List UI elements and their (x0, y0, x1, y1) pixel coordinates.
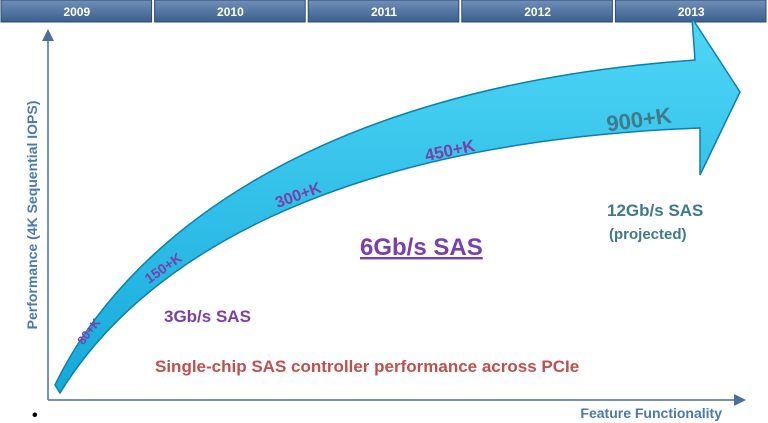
gen-note: (projected) (609, 226, 687, 243)
year-label: 2009 (63, 5, 90, 19)
gen-label: 3Gb/s SAS (164, 307, 251, 326)
caption: Single-chip SAS controller performance a… (155, 357, 579, 376)
year-tab (614, 0, 767, 23)
growth-arrow (54, 17, 741, 395)
year-tabs: 2009 2010 2011 2012 2013 (0, 0, 767, 23)
year-tab (0, 0, 153, 23)
bullet: • (32, 407, 38, 423)
year-tab (461, 0, 613, 23)
year-tab (307, 0, 460, 23)
year-label: 2012 (524, 5, 551, 19)
year-label: 2013 (678, 5, 705, 19)
year-label: 2010 (217, 5, 244, 19)
gen-label: 12Gb/s SAS (607, 201, 703, 220)
gen-label: 6Gb/s SAS (360, 234, 483, 261)
x-axis-label: Feature Functionality (580, 405, 722, 421)
year-tab (154, 0, 306, 23)
y-axis-label: Performance (4K Sequential IOPS) (24, 101, 40, 330)
year-label: 2011 (371, 5, 397, 19)
